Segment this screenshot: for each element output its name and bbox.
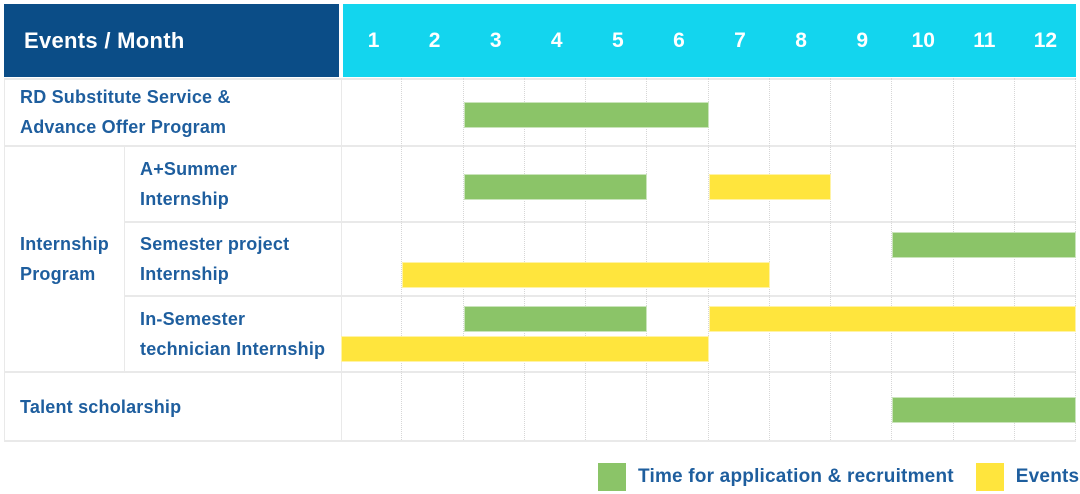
month-gridline bbox=[1075, 78, 1076, 440]
month-gridline bbox=[401, 78, 403, 440]
month-header-label: 4 bbox=[550, 28, 563, 52]
month-gridline bbox=[585, 78, 586, 440]
month-header-row: 1 2 3 4 5 6 7 8 9 10 11 12 bbox=[343, 4, 1076, 77]
row-label-line: A+Summer bbox=[140, 159, 238, 179]
bar-event-in_semester_technician bbox=[341, 336, 709, 362]
bar-application-talent_scholarship bbox=[892, 397, 1076, 423]
row-label-rd-substitute: RD Substitute Service & Advance Offer Pr… bbox=[4, 78, 341, 146]
month-gridline bbox=[707, 78, 709, 440]
corner-header-cell: Events / Month bbox=[4, 4, 339, 77]
row-label-line: technician Internship bbox=[140, 339, 326, 359]
month-header-label: 11 bbox=[973, 28, 996, 52]
month-header-label: 1 bbox=[367, 28, 380, 52]
bar-application-rd_substitute bbox=[463, 102, 709, 128]
legend-label-events: Events bbox=[1015, 466, 1080, 487]
bar-event-in_semester_technician bbox=[708, 306, 1076, 332]
group-label-line: Program bbox=[20, 264, 96, 284]
row-label-line: Semester project bbox=[140, 234, 290, 254]
month-header-label: 2 bbox=[428, 28, 441, 52]
table-left-edge bbox=[4, 78, 5, 442]
month-header-label: 12 bbox=[1033, 28, 1058, 52]
bar-application-in_semester_technician bbox=[463, 306, 648, 332]
month-gridline bbox=[1013, 78, 1015, 440]
row-label-line: Talent scholarship bbox=[20, 397, 182, 417]
bar-application-a_summer bbox=[463, 174, 648, 200]
row-label-line: Advance Offer Program bbox=[20, 117, 227, 137]
month-gridline bbox=[462, 78, 464, 440]
month-gridline bbox=[952, 78, 954, 440]
month-header-label: 3 bbox=[489, 28, 502, 52]
month-header-label: 9 bbox=[856, 28, 868, 52]
row-divider bbox=[124, 221, 1076, 223]
month-gridline bbox=[830, 78, 831, 440]
row-label-semester-project-internship: Semester project Internship bbox=[124, 222, 341, 296]
row-label-line: Internship bbox=[140, 264, 230, 284]
bar-event-a_summer bbox=[708, 174, 831, 200]
label-column-divider bbox=[124, 146, 125, 372]
row-divider bbox=[124, 295, 1076, 297]
row-label-line: RD Substitute Service & bbox=[20, 87, 231, 107]
legend-label-application: Time for application & recruitment bbox=[638, 466, 954, 487]
row-label-line: In-Semester bbox=[140, 309, 246, 329]
grid-left-edge bbox=[341, 78, 342, 442]
row-label-a-summer-internship: A+Summer Internship bbox=[124, 146, 341, 222]
month-gridline bbox=[523, 78, 525, 440]
month-gridline bbox=[768, 78, 770, 440]
bar-event-semester_project bbox=[402, 262, 770, 288]
row-divider bbox=[4, 371, 1076, 373]
month-header-label: 10 bbox=[911, 28, 935, 52]
month-header-label: 5 bbox=[612, 28, 624, 52]
legend-swatch-events-yellow bbox=[975, 463, 1004, 491]
month-header-label: 6 bbox=[673, 28, 685, 52]
group-label-internship-program: Internship Program bbox=[4, 146, 124, 372]
row-label-in-semester-technician-internship: In-Semester technician Internship bbox=[124, 296, 341, 372]
group-label-line: Internship bbox=[20, 234, 110, 254]
corner-header-label: Events / Month bbox=[24, 27, 185, 53]
month-gridline bbox=[891, 78, 893, 440]
row-label-talent-scholarship: Talent scholarship bbox=[4, 372, 341, 442]
bar-application-semester_project bbox=[892, 232, 1076, 258]
month-gridline bbox=[646, 78, 648, 440]
month-header-label: 7 bbox=[734, 28, 746, 52]
row-label-line: Internship bbox=[140, 189, 230, 209]
legend-swatch-application-green bbox=[598, 463, 626, 491]
month-header-label: 8 bbox=[795, 28, 807, 52]
schedule-table: Events / Month 1 2 3 4 5 6 7 8 9 10 11 12 RD Substi… bbox=[4, 4, 1076, 442]
table-bottom-edge bbox=[4, 440, 1076, 442]
row-divider bbox=[4, 145, 1076, 147]
legend: Time for application & recruitment Event… bbox=[598, 463, 1079, 491]
row-divider bbox=[4, 78, 1076, 80]
